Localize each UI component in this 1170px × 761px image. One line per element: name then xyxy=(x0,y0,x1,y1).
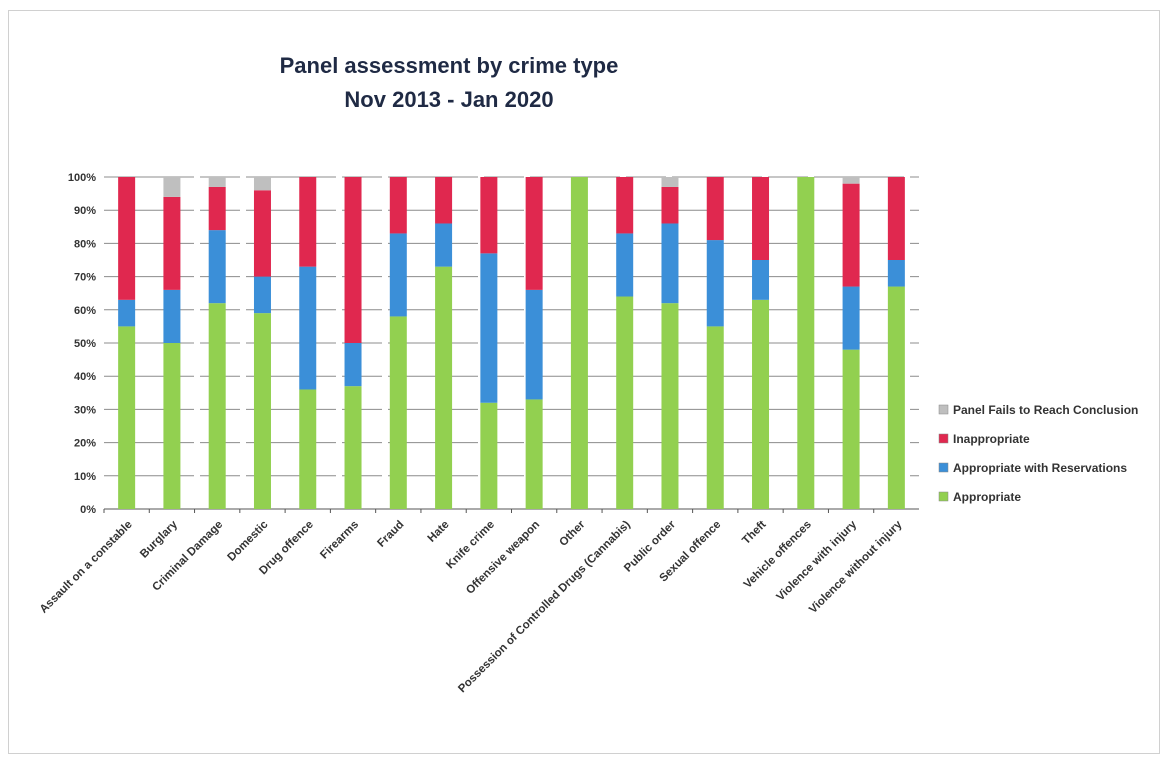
category-label: Violence without injury xyxy=(807,518,905,616)
y-tick-label: 90% xyxy=(74,205,96,217)
chart-frame: Panel assessment by crime type Nov 2013 … xyxy=(8,10,1160,754)
bar-segment xyxy=(345,386,362,509)
legend-swatch xyxy=(939,492,948,501)
stacked-bar-chart: Panel assessment by crime type Nov 2013 … xyxy=(9,11,1159,753)
bar-segment xyxy=(209,230,226,303)
bar-segment xyxy=(752,177,769,260)
category-label: Fraud xyxy=(375,519,406,550)
bar-segment xyxy=(888,177,905,260)
bar-segment xyxy=(526,177,543,290)
bar-segment xyxy=(661,223,678,303)
y-tick-label: 40% xyxy=(74,371,96,383)
bar-segment xyxy=(480,403,497,509)
bar-segment xyxy=(661,187,678,224)
chart-subtitle: Nov 2013 - Jan 2020 xyxy=(344,87,553,112)
category-label: Firearms xyxy=(318,519,361,562)
y-tick-label: 30% xyxy=(74,404,96,416)
bar-segment xyxy=(345,343,362,386)
bar-segment xyxy=(843,177,860,184)
bar-segment xyxy=(707,177,724,240)
category-label: Possession of Controlled Drugs (Cannabis… xyxy=(456,519,633,696)
category-label: Violence with injury xyxy=(774,518,859,603)
y-tick-label: 60% xyxy=(74,305,96,317)
y-tick-label: 20% xyxy=(74,438,96,450)
bar-segment xyxy=(843,184,860,287)
bar-segment xyxy=(209,177,226,187)
bar-segment xyxy=(526,399,543,509)
bar-segment xyxy=(707,326,724,509)
legend: Panel Fails to Reach Conclusion Inappropr… xyxy=(939,403,1138,504)
y-tick-label: 10% xyxy=(74,471,96,483)
bar-segment xyxy=(163,343,180,509)
bar-segment xyxy=(345,177,362,343)
bar-segment xyxy=(299,267,316,390)
category-label: Burglary xyxy=(138,518,180,560)
bar-segment xyxy=(118,177,135,300)
bar-segment xyxy=(843,287,860,350)
legend-label: Appropriate with Reservations xyxy=(953,461,1127,475)
legend-swatch xyxy=(939,434,948,443)
category-label: Domestic xyxy=(225,518,271,564)
bar-segment xyxy=(797,177,814,509)
bar-segment xyxy=(888,287,905,509)
category-label: Other xyxy=(557,518,588,549)
chart-title: Panel assessment by crime type xyxy=(280,53,619,78)
category-label: Theft xyxy=(740,519,768,547)
bar-segment xyxy=(752,300,769,509)
bar-segment xyxy=(616,177,633,233)
bar-segment xyxy=(163,177,180,197)
bar-segment xyxy=(299,177,316,267)
bar-segment xyxy=(571,177,588,509)
bar-segment xyxy=(254,277,271,314)
bar-segment xyxy=(661,303,678,509)
category-label: Hate xyxy=(426,519,452,545)
y-tick-label: 50% xyxy=(74,338,96,350)
bar-segment xyxy=(390,177,407,233)
bar-segment xyxy=(254,313,271,509)
bar-segment xyxy=(163,197,180,290)
bar-segment xyxy=(254,190,271,276)
y-tick-label: 80% xyxy=(74,238,96,250)
bar-segment xyxy=(299,389,316,509)
bar-segment xyxy=(118,326,135,509)
gridlines xyxy=(104,177,919,509)
bar-segment xyxy=(888,260,905,287)
bar-segment xyxy=(254,177,271,190)
bar-segment xyxy=(616,233,633,296)
bar-segment xyxy=(435,267,452,509)
bar-segment xyxy=(843,350,860,509)
bar-segment xyxy=(209,303,226,509)
bar-segment xyxy=(118,300,135,327)
y-tick-label: 0% xyxy=(80,504,96,516)
bar-segment xyxy=(480,177,497,253)
legend-label: Appropriate xyxy=(953,490,1021,504)
legend-label: Panel Fails to Reach Conclusion xyxy=(953,403,1138,417)
bar-segment xyxy=(752,260,769,300)
y-tick-label: 100% xyxy=(68,172,96,184)
bar-segment xyxy=(390,316,407,509)
category-label: Assault on a constable xyxy=(38,519,135,616)
bar-segment xyxy=(616,297,633,509)
bar-segment xyxy=(163,290,180,343)
bar-segment xyxy=(435,177,452,223)
legend-label: Inappropriate xyxy=(953,432,1030,446)
y-tick-label: 70% xyxy=(74,272,96,284)
bar-segment xyxy=(435,223,452,266)
bar-segment xyxy=(661,177,678,187)
bar-segment xyxy=(209,187,226,230)
bar-segment xyxy=(390,233,407,316)
legend-swatch xyxy=(939,405,948,414)
bar-segment xyxy=(526,290,543,400)
bar-segment xyxy=(707,240,724,326)
bar-segment xyxy=(480,253,497,402)
legend-swatch xyxy=(939,463,948,472)
